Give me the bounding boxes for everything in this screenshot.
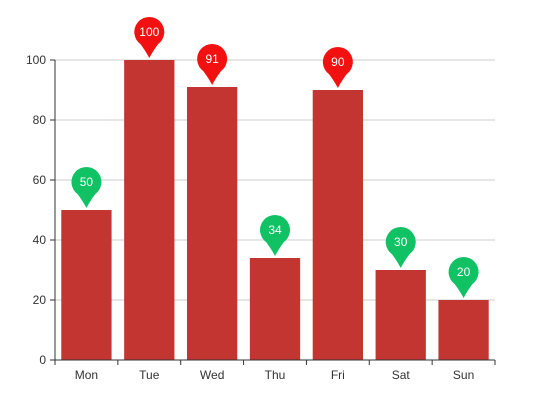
pin-marker-shape <box>385 227 416 268</box>
bar-mon[interactable] <box>61 210 112 360</box>
y-tick-label: 100 <box>26 53 46 67</box>
x-tick-label: Wed <box>200 368 224 382</box>
x-tick-label: Sat <box>392 368 411 382</box>
bar-sat[interactable] <box>375 270 426 360</box>
data-pin-wed: 91 <box>197 44 228 85</box>
data-pin-fri: 90 <box>322 47 353 88</box>
bars <box>61 60 489 360</box>
bar-thu[interactable] <box>249 258 301 360</box>
pin-marker-shape <box>197 44 228 85</box>
bar-fri[interactable] <box>312 90 363 360</box>
data-pin-sun: 20 <box>448 257 479 298</box>
y-tick-label: 80 <box>33 113 47 127</box>
pin-marker-shape <box>71 167 102 208</box>
data-label: 91 <box>205 52 219 66</box>
y-tick-label: 40 <box>33 233 47 247</box>
data-pin-tue: 100 <box>134 17 165 58</box>
data-pin-thu: 34 <box>260 215 291 256</box>
data-pin-mon: 50 <box>71 167 102 208</box>
x-tick-label: Thu <box>265 368 286 382</box>
data-label: 20 <box>457 265 471 279</box>
y-tick-label: 0 <box>39 353 46 367</box>
pin-marker-shape <box>260 215 291 256</box>
bar-wed[interactable] <box>187 87 238 360</box>
data-label: 90 <box>331 55 345 69</box>
pin-marker-shape <box>322 47 353 88</box>
y-tick-label: 20 <box>33 293 47 307</box>
pin-marker-shape <box>448 257 479 298</box>
x-tick-label: Mon <box>75 368 98 382</box>
data-label: 50 <box>80 175 94 189</box>
bar-tue[interactable] <box>124 60 175 360</box>
data-label: 100 <box>139 25 159 39</box>
pin-marker-shape <box>134 17 165 58</box>
data-label: 34 <box>268 223 282 237</box>
data-pin-sat: 30 <box>385 227 416 268</box>
bar-sun[interactable] <box>438 300 489 360</box>
y-tick-label: 60 <box>33 173 47 187</box>
x-tick-label: Tue <box>139 368 160 382</box>
data-label: 30 <box>394 235 408 249</box>
data-label-pins: 50 100 91 34 90 30 20 <box>71 17 479 298</box>
axes: 0 20 40 60 80 100 Mon Tue Wed Thu Fri Sat Sun <box>26 53 496 382</box>
x-tick-label: Fri <box>331 368 345 382</box>
x-tick-label: Sun <box>453 368 474 382</box>
